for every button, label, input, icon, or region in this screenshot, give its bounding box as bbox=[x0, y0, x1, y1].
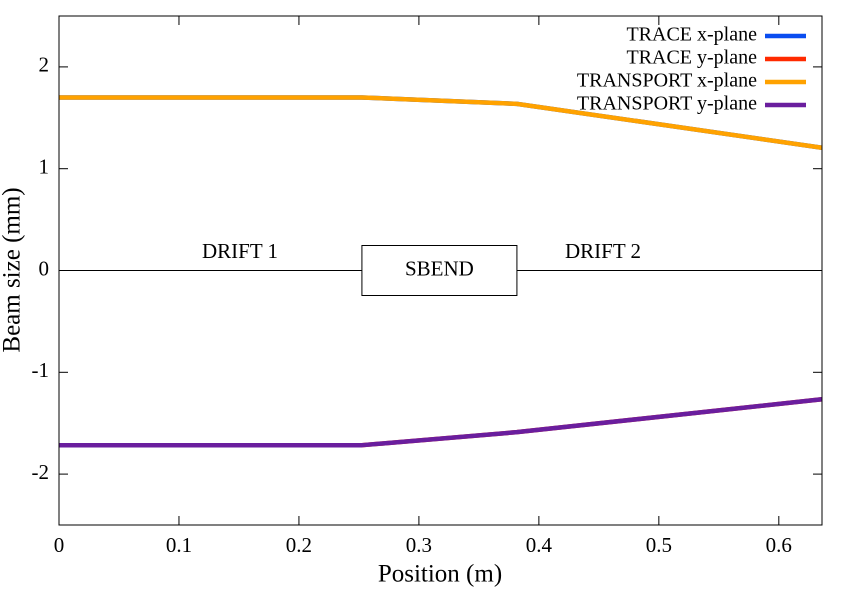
y-tick-label: -1 bbox=[32, 358, 50, 382]
series-line bbox=[59, 397, 823, 448]
x-tick-label: 0.2 bbox=[286, 533, 312, 557]
y-axis-title: Beam size (mm) bbox=[0, 187, 26, 352]
annotation: DRIFT 1 bbox=[202, 239, 278, 263]
x-tick-label: 0.6 bbox=[766, 533, 792, 557]
legend-label: TRACE x-plane bbox=[626, 24, 757, 46]
legend-label: TRACE y-plane bbox=[626, 47, 757, 69]
annotation: DRIFT 2 bbox=[565, 239, 641, 263]
x-tick-label: 0.5 bbox=[646, 533, 672, 557]
annotation: SBEND bbox=[405, 256, 474, 280]
y-tick-label: 0 bbox=[39, 256, 50, 280]
plot-border bbox=[58, 15, 823, 526]
x-tick-label: 0 bbox=[54, 533, 65, 557]
y-tick-label: 2 bbox=[39, 53, 50, 77]
x-tick-label: 0.3 bbox=[406, 533, 432, 557]
x-tick-label: 0.1 bbox=[166, 533, 192, 557]
y-tick-label: 1 bbox=[39, 155, 50, 179]
series-line bbox=[59, 95, 823, 150]
x-axis-title: Position (m) bbox=[378, 561, 502, 588]
legend-label: TRANSPORT y-plane bbox=[577, 93, 757, 115]
x-tick-label: 0.4 bbox=[526, 533, 553, 557]
legend-label: TRANSPORT x-plane bbox=[577, 70, 757, 92]
element-box bbox=[361, 245, 518, 296]
y-tick-label: -2 bbox=[32, 460, 50, 484]
